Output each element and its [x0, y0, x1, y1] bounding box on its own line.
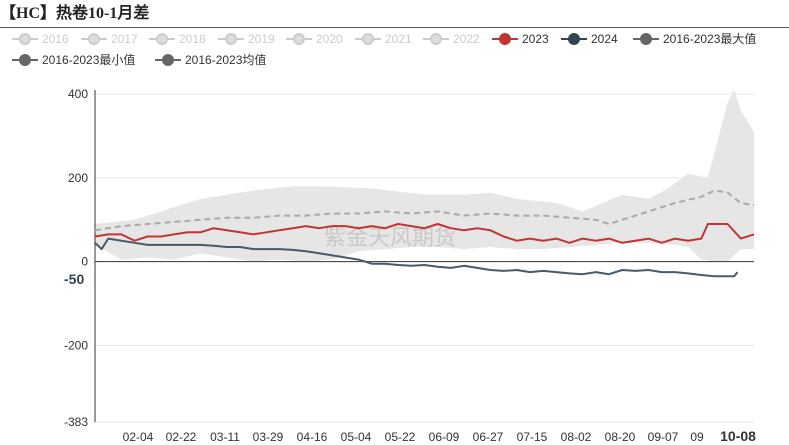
- watermark-text: 紫金天风期货: [324, 225, 456, 250]
- legend-label: 2024: [591, 32, 618, 46]
- x-tick-label: 10-08: [720, 428, 756, 444]
- legend-marker-icon: [430, 33, 442, 45]
- series-line-2016-2023均值: [94, 189, 755, 232]
- legend-label: 2020: [316, 32, 343, 46]
- series-line-2023: [94, 223, 755, 244]
- series-line-2024: [94, 237, 739, 278]
- legend-marker-icon: [19, 33, 31, 45]
- legend-label: 2021: [385, 32, 412, 46]
- x-tick-label: 06-27: [473, 430, 504, 444]
- legend-marker-icon: [162, 54, 174, 66]
- legend-marker-icon: [293, 33, 305, 45]
- x-tick-label: 04-16: [297, 430, 328, 444]
- x-tick-label: 03-11: [210, 430, 240, 444]
- legend-marker-icon: [362, 33, 374, 45]
- legend-label: 2023: [522, 32, 549, 46]
- x-tick-label: 02-22: [166, 430, 197, 444]
- legend-marker-icon: [88, 33, 100, 45]
- y-tick-label: 200: [68, 171, 88, 185]
- x-tick-label: 03-29: [253, 430, 284, 444]
- y-tick-label: 400: [68, 87, 88, 101]
- legend-marker-icon: [568, 33, 580, 45]
- x-tick-label: 08-02: [561, 430, 592, 444]
- legend-label: 2016-2023均值: [185, 53, 267, 67]
- x-tick-label: 05-04: [341, 430, 372, 444]
- legend-label: 2017: [111, 32, 138, 46]
- legend-marker-icon: [640, 33, 652, 45]
- y-tick-label: 0: [81, 255, 88, 269]
- legend-label: 2016: [42, 32, 69, 46]
- legend-label: 2019: [248, 32, 275, 46]
- y-tick-label: -383: [64, 415, 88, 429]
- x-tick-label: 07-15: [517, 430, 548, 444]
- legend-marker-icon: [19, 54, 31, 66]
- legend-label: 2016-2023最小值: [42, 53, 136, 67]
- x-tick-label: 05-22: [385, 430, 416, 444]
- legend-marker-icon: [156, 33, 168, 45]
- legend-label: 2022: [453, 32, 480, 46]
- chart-title: 【HC】热卷10-1月差: [0, 5, 150, 22]
- legend-label: 2016-2023最大值: [663, 32, 757, 46]
- title-divider: [0, 27, 789, 28]
- y-axis-highlight-label: -50: [64, 271, 84, 287]
- x-tick-label: 06-09: [429, 430, 460, 444]
- x-tick-label: 09: [690, 430, 704, 444]
- x-tick-label: 02-04: [123, 430, 154, 444]
- x-tick-label: 09-07: [648, 430, 679, 444]
- y-tick-label: -200: [64, 338, 88, 352]
- legend-marker-icon: [499, 33, 511, 45]
- legend-label: 2018: [179, 32, 206, 46]
- legend-marker-icon: [225, 33, 237, 45]
- x-tick-label: 08-20: [605, 430, 636, 444]
